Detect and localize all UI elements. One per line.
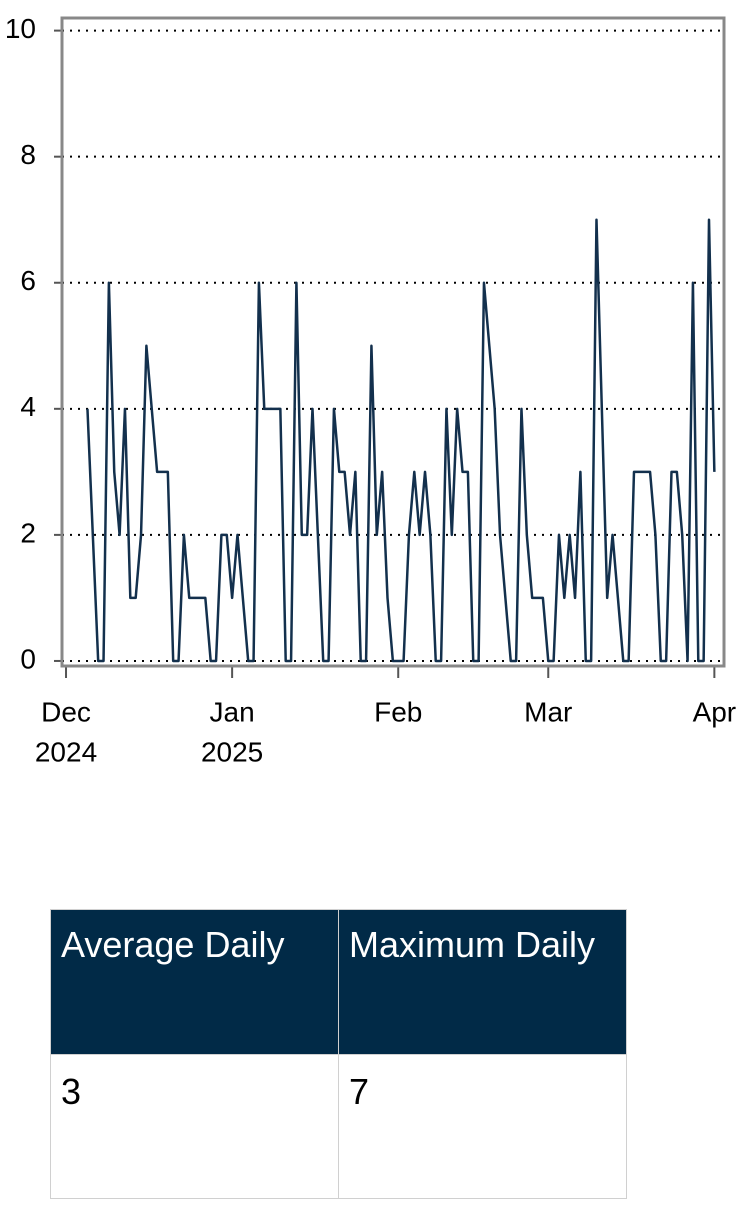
chart: 0 2 4 6 8 10 Dec 2024 Jan 2025 Feb Mar Apr bbox=[5, 13, 736, 767]
y-tick-label: 6 bbox=[20, 265, 36, 296]
y-tick-label: 2 bbox=[20, 517, 36, 548]
x-tick-label: Feb bbox=[374, 696, 422, 727]
y-tick-label: 10 bbox=[5, 13, 36, 44]
data-line bbox=[86, 218, 716, 663]
header-cell: Maximum Daily bbox=[338, 909, 627, 1055]
y-tick-label: 4 bbox=[20, 391, 36, 422]
y-tick-label: 0 bbox=[20, 643, 36, 674]
x-tick-label: Mar bbox=[524, 696, 572, 727]
header-cell: Average Daily bbox=[50, 909, 339, 1055]
x-tick-label: Dec bbox=[41, 696, 91, 727]
x-tick-label: Jan bbox=[210, 696, 255, 727]
plot-frame bbox=[60, 16, 726, 668]
x-tick-label: 2024 bbox=[35, 736, 97, 767]
cell: 7 bbox=[338, 1054, 627, 1199]
x-tick-label: Apr bbox=[693, 696, 736, 727]
header-row: Average Daily Maximum Daily bbox=[50, 909, 627, 1055]
cell: 3 bbox=[50, 1054, 339, 1199]
x-tick-label: 2025 bbox=[201, 736, 263, 767]
y-tick-label: 8 bbox=[20, 139, 36, 170]
